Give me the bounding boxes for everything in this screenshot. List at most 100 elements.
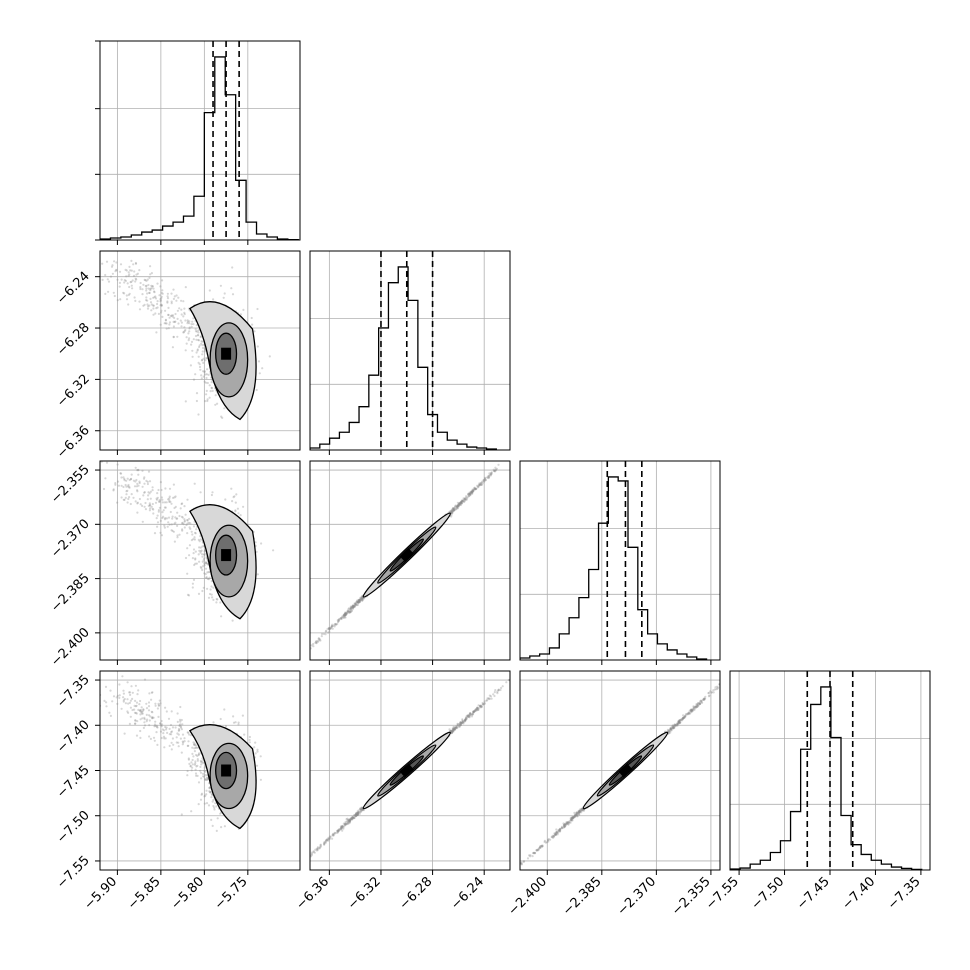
scatter-point [206,778,209,782]
scatter-point [201,350,204,353]
scatter-point [348,610,351,614]
scatter-point [231,500,234,503]
scatter-point [156,521,160,524]
scatter-point [315,640,318,643]
scatter-point [360,597,363,600]
scatter-point [176,317,179,320]
scatter-point [208,786,211,789]
scatter-point [231,266,234,269]
scatter-point [105,701,108,704]
scatter-point [463,498,466,501]
scatter-point [344,613,347,616]
density-panel-1-0 [100,251,300,450]
scatter-point [188,762,191,766]
scatter-point [166,300,169,303]
scatter-point [200,342,203,345]
scatter-point [156,492,159,495]
scatter-point [170,523,173,526]
scatter-point [538,426,540,428]
scatter-point [155,724,158,727]
scatter-point [344,822,347,825]
scatter-point [242,308,245,311]
scatter-point [145,296,148,299]
scatter-point [357,600,361,603]
scatter-point [126,477,129,480]
scatter-point [197,331,200,334]
scatter-point [453,506,456,509]
scatter-point [143,716,146,720]
scatter-point [120,476,123,479]
scatter-point [449,510,452,513]
scatter-point [468,494,471,497]
scatter-point [177,733,180,736]
scatter-point [149,490,152,493]
scatter-point [306,650,308,652]
scatter-point [118,683,121,686]
scatter-point [460,502,463,505]
scatter-point [153,723,157,726]
scatter-point [198,546,201,549]
scatter-point [510,453,512,455]
scatter-point [114,482,117,485]
scatter-point [174,521,177,524]
scatter-point [344,612,347,616]
scatter-point [170,292,173,295]
scatter-point [186,769,189,773]
scatter-point [223,708,226,711]
scatter-point [168,523,171,526]
scatter-point [190,343,193,346]
scatter-point [154,297,158,300]
scatter-point [213,808,216,811]
scatter-point [233,495,236,498]
scatter-point [183,737,186,740]
scatter-point [361,599,364,602]
scatter-point [204,794,207,797]
scatter-point [334,623,338,626]
scatter-point [361,596,364,599]
scatter-point [161,501,164,504]
scatter-point [107,290,110,293]
histogram-panel-0 [100,41,300,240]
scatter-point [168,744,171,748]
scatter-point [141,485,144,488]
scatter-point [198,549,201,552]
scatter-point [197,592,201,596]
scatter-point [465,496,468,499]
scatter-point [519,444,521,446]
scatter-point [156,726,159,729]
scatter-point [327,837,330,841]
scatter-point [130,685,133,688]
scatter-point [346,610,349,613]
scatter-point [156,282,159,285]
scatter-point [179,720,182,723]
scatter-point [188,326,191,329]
scatter-point [188,526,191,529]
scatter-point [151,691,154,694]
scatter-point [143,721,146,724]
scatter-point [164,737,167,740]
scatter-point [453,509,456,512]
scatter-point [122,476,125,479]
scatter-point [125,493,128,496]
scatter-point [146,303,149,306]
scatter-point [152,508,155,511]
scatter-point [116,299,119,302]
scatter-point [202,370,205,373]
scatter-point [194,558,197,561]
scatter-point [129,502,132,506]
scatter-point [124,483,127,487]
scatter-point [133,704,136,708]
scatter-point [144,508,147,511]
scatter-point [293,663,295,665]
scatter-point [451,509,454,512]
scatter-point [175,299,178,302]
scatter-point [480,481,483,484]
scatter-point [470,491,473,494]
scatter-point [316,639,319,643]
scatter-point [176,712,179,715]
scatter-point [130,477,133,480]
scatter-point [184,286,187,289]
scatter-point [181,529,184,532]
scatter-point [134,299,137,302]
scatter-point [151,502,154,506]
